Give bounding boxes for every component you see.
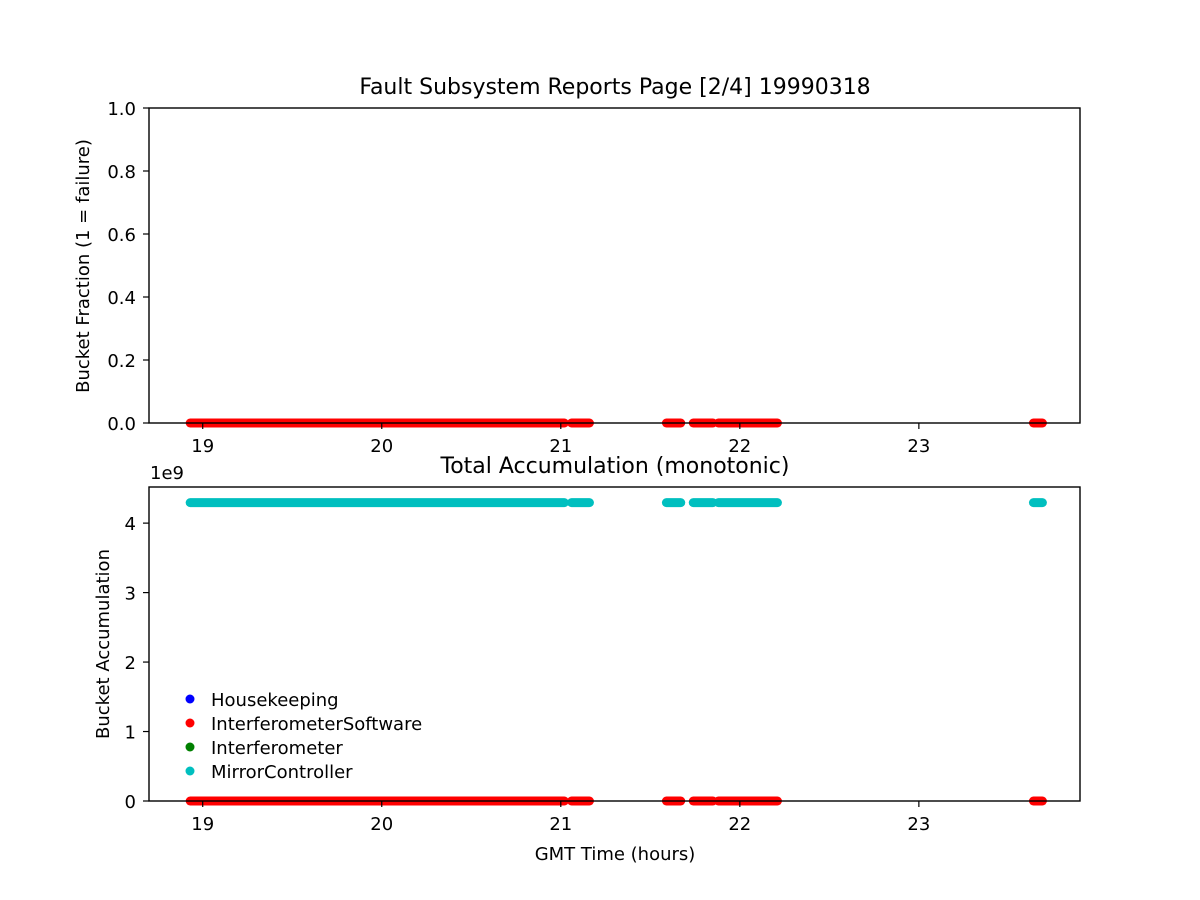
accumulation-chart-y-tick-label: 4	[125, 514, 136, 535]
legend-entry-housekeeping: Housekeeping	[185, 690, 339, 711]
fraction-chart: Fault Subsystem Reports Page [2/4] 19990…	[73, 75, 1081, 457]
accumulation-chart-x-axis-label: GMT Time (hours)	[535, 844, 696, 865]
accumulation-chart-y-tick-label: 2	[125, 653, 136, 674]
legend-marker-housekeeping	[185, 694, 195, 704]
legend-entry-mirror-controller: MirrorController	[185, 762, 353, 783]
accumulation-chart-x-tick-label: 22	[728, 814, 751, 835]
accumulation-chart-x-tick-label: 19	[191, 814, 214, 835]
fraction-chart-x-tick-label: 19	[191, 436, 214, 457]
accumulation-chart-y-tick-label: 0	[125, 792, 136, 813]
fraction-chart-y-tick-label: 0.0	[107, 414, 136, 435]
accumulation-chart-y-tick-label: 3	[125, 584, 136, 605]
fraction-chart-y-tick-label: 0.2	[107, 351, 136, 372]
fraction-chart-y-tick-label: 0.4	[107, 288, 136, 309]
legend: Housekeeping InterferometerSoftware Inte…	[185, 690, 422, 783]
accumulation-chart-title: Total Accumulation (monotonic)	[440, 454, 790, 479]
legend-marker-mirror-controller	[185, 766, 195, 776]
legend-label-housekeeping: Housekeeping	[211, 690, 339, 711]
fraction-chart-frame	[148, 107, 1081, 424]
fraction-chart-y-axis-label: Bucket Fraction (1 = failure)	[73, 139, 94, 393]
fraction-chart-x-tick-label: 22	[728, 436, 751, 457]
fraction-chart-x-tick-label: 21	[549, 436, 572, 457]
fraction-chart-title: Fault Subsystem Reports Page [2/4] 19990…	[359, 75, 870, 100]
legend-entry-interferometer: Interferometer	[185, 738, 343, 759]
fraction-chart-y-tick-label: 1.0	[107, 99, 136, 120]
accumulation-chart-y-axis-label: Bucket Accumulation	[93, 549, 114, 739]
fraction-chart-y-tick-label: 0.6	[107, 225, 136, 246]
legend-marker-interferometer-software	[185, 718, 195, 728]
legend-label-mirror-controller: MirrorController	[211, 762, 353, 783]
fraction-chart-x-tick-label: 20	[370, 436, 393, 457]
accumulation-chart-x-tick-label: 21	[549, 814, 572, 835]
accumulation-chart-y-tick-label: 1	[125, 723, 136, 744]
accumulation-chart-frame	[148, 486, 1081, 802]
legend-marker-interferometer	[185, 742, 195, 752]
accumulation-chart-x-tick-label: 20	[370, 814, 393, 835]
accumulation-chart: Total Accumulation (monotonic) 1e9 Bucke…	[93, 454, 1081, 865]
fraction-chart-ticks: 19 20 21 22 23 0.0 0.2 0.4 0.6 0.8 1.0	[107, 99, 930, 457]
accumulation-chart-y-offset-label: 1e9	[150, 463, 184, 484]
legend-entry-interferometer-software: InterferometerSoftware	[185, 714, 422, 735]
fraction-chart-x-tick-label: 23	[907, 436, 930, 457]
accumulation-chart-x-tick-label: 23	[907, 814, 930, 835]
legend-label-interferometer-software: InterferometerSoftware	[211, 714, 422, 735]
legend-label-interferometer: Interferometer	[211, 738, 343, 759]
fraction-chart-y-tick-label: 0.8	[107, 162, 136, 183]
